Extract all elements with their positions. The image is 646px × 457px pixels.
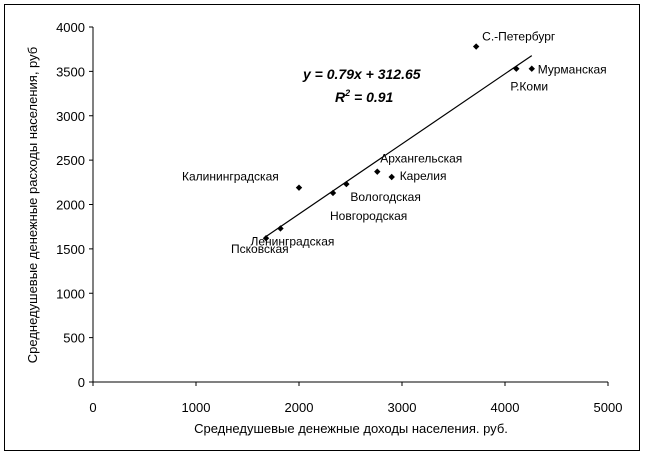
y-axis-title: Среднедушевые денежные расходы населения… xyxy=(25,47,40,363)
data-points xyxy=(262,43,535,242)
y-tick-label: 2000 xyxy=(56,198,85,213)
data-point xyxy=(472,43,480,50)
data-point xyxy=(262,235,270,242)
chart-frame xyxy=(4,4,640,451)
y-tick-label: 1500 xyxy=(56,242,85,257)
point-label: Новгородская xyxy=(330,209,407,223)
x-tick-label: 2000 xyxy=(285,400,314,415)
x-tick-label: 5000 xyxy=(594,400,623,415)
data-point xyxy=(329,189,337,197)
r-squared-exponent: 2 xyxy=(344,88,350,98)
x-tick-label: 1000 xyxy=(182,400,211,415)
trendline xyxy=(265,55,533,237)
x-tick-label: 0 xyxy=(89,400,96,415)
x-tick-label: 3000 xyxy=(388,400,417,415)
y-tick-label: 3000 xyxy=(56,109,85,124)
point-label: Архангельская xyxy=(380,152,462,166)
y-tick-label: 500 xyxy=(63,331,85,346)
x-tick-label: 4000 xyxy=(491,400,520,415)
y-tick-label: 0 xyxy=(78,375,85,390)
data-point xyxy=(388,173,395,181)
x-axis-title: Среднедушевые денежные доходы населения.… xyxy=(194,421,508,436)
data-point xyxy=(277,225,284,232)
y-tick-label: 3500 xyxy=(56,64,85,79)
y-tick-label: 2500 xyxy=(56,153,85,168)
r-squared-symbol: R xyxy=(335,89,346,105)
point-label: Р.Коми xyxy=(510,80,548,94)
r-squared: R2 = 0.91 xyxy=(335,88,394,105)
y-tick-label: 4000 xyxy=(56,20,85,35)
point-label: С.-Петербург xyxy=(482,30,556,44)
point-label: Карелия xyxy=(400,169,447,183)
data-point xyxy=(374,168,381,175)
point-label: Калининградская xyxy=(182,170,279,184)
point-label: Вологодская xyxy=(350,190,420,204)
data-point xyxy=(295,184,303,191)
r-squared-value: = 0.91 xyxy=(350,89,393,105)
tick-labels: 0 500 1000 1500 2000 2500 3000 3500 4000 0 1000 200… xyxy=(56,20,622,415)
point-label: Мурманская xyxy=(538,63,607,77)
data-point xyxy=(343,180,350,188)
trendline-segment xyxy=(265,55,533,237)
point-label: Ленинградская xyxy=(250,234,334,248)
data-point xyxy=(528,65,535,72)
axes xyxy=(89,26,609,386)
y-tick-label: 1000 xyxy=(56,286,85,301)
trendline-equation: y = 0.79x + 312.65 xyxy=(302,66,421,82)
point-label: Псковская xyxy=(231,242,289,256)
data-point xyxy=(513,65,520,72)
